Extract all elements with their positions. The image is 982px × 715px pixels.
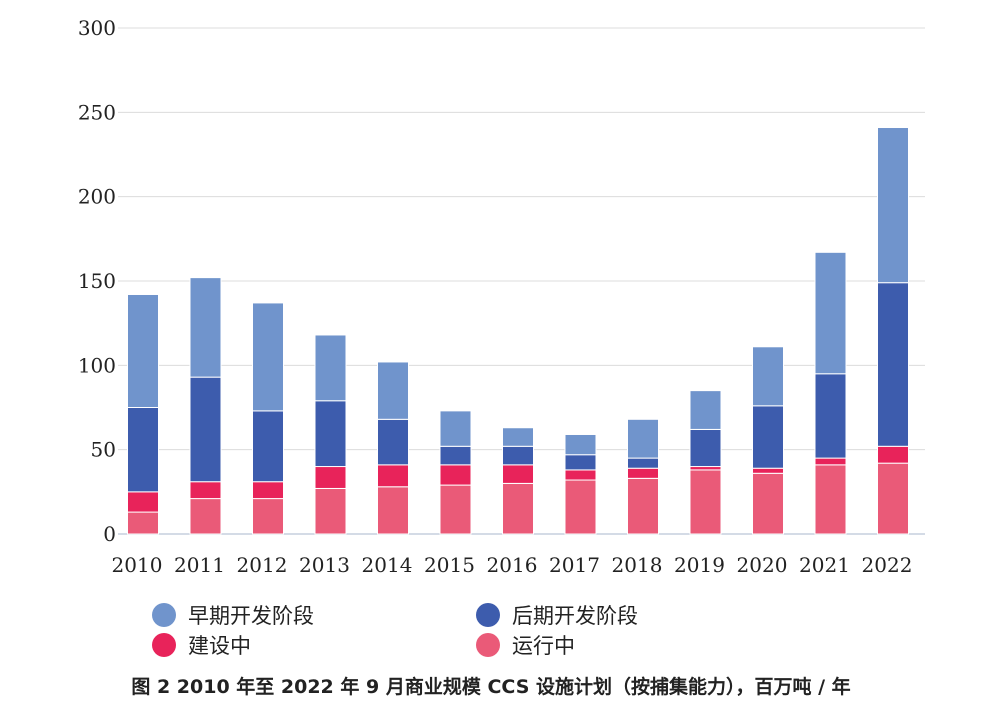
x-tick-label: 2013: [299, 553, 350, 577]
legend-swatch-early: [152, 603, 176, 627]
y-tick-label: 50: [91, 438, 116, 462]
bar-segment: [377, 361, 409, 420]
bar-segment: [564, 433, 597, 456]
bar-segment: [877, 282, 909, 447]
bar-segment: [814, 464, 847, 535]
bar-segment: [314, 334, 347, 402]
x-tick-label: 2021: [799, 553, 850, 577]
bar-segment: [439, 445, 472, 466]
legend-item-late: 后期开发阶段: [476, 600, 638, 630]
legend-item-early: 早期开发阶段: [152, 600, 314, 630]
bar-segment: [127, 293, 159, 409]
bar-segment: [689, 466, 722, 471]
y-tick-label: 0: [103, 522, 116, 546]
legend-swatch-operating: [476, 633, 500, 657]
bar-segment: [627, 467, 659, 479]
legend-label-construction: 建设中: [188, 634, 251, 658]
legend-item-operating: 运行中: [476, 630, 575, 660]
bar-segment: [689, 390, 722, 430]
bar-segment: [502, 427, 534, 447]
bar-segment: [189, 376, 222, 483]
bar-segment: [314, 466, 347, 489]
bar-segment: [189, 277, 222, 378]
y-axis-ticks: 0 50 100 150 200 250 300: [78, 16, 116, 546]
bar-segment: [564, 479, 597, 535]
bar-segment: [314, 487, 347, 535]
bar-segment: [252, 302, 284, 412]
y-tick-label: 150: [78, 269, 116, 293]
bar-segment: [252, 481, 284, 500]
x-tick-label: 2010: [112, 553, 163, 577]
bar-segment: [752, 467, 784, 474]
x-tick-label: 2017: [549, 553, 600, 577]
bar-segment: [627, 457, 659, 469]
bar-segment: [689, 469, 722, 535]
x-tick-label: 2011: [174, 553, 225, 577]
x-tick-label: 2020: [737, 553, 788, 577]
y-tick-label: 200: [78, 185, 116, 209]
bar-segment: [564, 469, 597, 481]
legend-label-late: 后期开发阶段: [512, 604, 638, 628]
x-tick-label: 2018: [612, 553, 663, 577]
bar-segment: [752, 405, 784, 469]
x-tick-label: 2012: [237, 553, 288, 577]
bar-segment: [502, 482, 534, 535]
y-tick-label: 250: [78, 100, 116, 124]
bar-segment: [377, 418, 409, 466]
y-tick-label: 100: [78, 353, 116, 377]
bar-segment: [439, 410, 472, 447]
bar-segment: [439, 464, 472, 486]
legend-item-construction: 建设中: [152, 630, 251, 660]
bar-segment: [377, 486, 409, 535]
x-tick-label: 2022: [862, 553, 913, 577]
legend-swatch-construction: [152, 633, 176, 657]
x-tick-label: 2016: [487, 553, 538, 577]
x-tick-label: 2014: [362, 553, 413, 577]
legend-swatch-late: [476, 603, 500, 627]
bar-segment: [814, 251, 847, 375]
bar-segment: [189, 498, 222, 535]
bar-segment: [502, 445, 534, 466]
bar-segment: [627, 477, 659, 535]
bars: [127, 127, 909, 535]
figure-caption: 图 2 2010 年至 2022 年 9 月商业规模 CCS 设施计划（按捕集能…: [131, 676, 851, 698]
bar-segment: [127, 511, 159, 535]
bar-segment: [127, 491, 159, 513]
y-tick-label: 300: [78, 16, 116, 40]
legend-label-early: 早期开发阶段: [188, 604, 314, 628]
bar-segment: [814, 373, 847, 459]
bar-segment: [752, 472, 784, 535]
bar-segment: [127, 407, 159, 493]
bar-segment: [189, 481, 222, 500]
x-tick-label: 2015: [424, 553, 475, 577]
bar-segment: [439, 484, 472, 535]
x-axis-ticks: 2010 2011 2012 2013 2014 2015 2016 2017 2018 2019…: [112, 553, 913, 577]
bar-segment: [564, 454, 597, 471]
legend-label-operating: 运行中: [512, 634, 575, 658]
bar-segment: [752, 346, 784, 407]
bar-segment: [627, 418, 659, 459]
x-tick-label: 2019: [674, 553, 725, 577]
bar-segment: [877, 127, 909, 284]
bar-segment: [252, 410, 284, 483]
bar-segment: [877, 445, 909, 464]
bar-segment: [877, 462, 909, 535]
bar-segment: [252, 498, 284, 535]
bar-segment: [377, 464, 409, 488]
bar-segment: [814, 457, 847, 466]
bar-segment: [689, 428, 722, 468]
bar-segment: [502, 464, 534, 484]
bar-segment: [314, 400, 347, 468]
